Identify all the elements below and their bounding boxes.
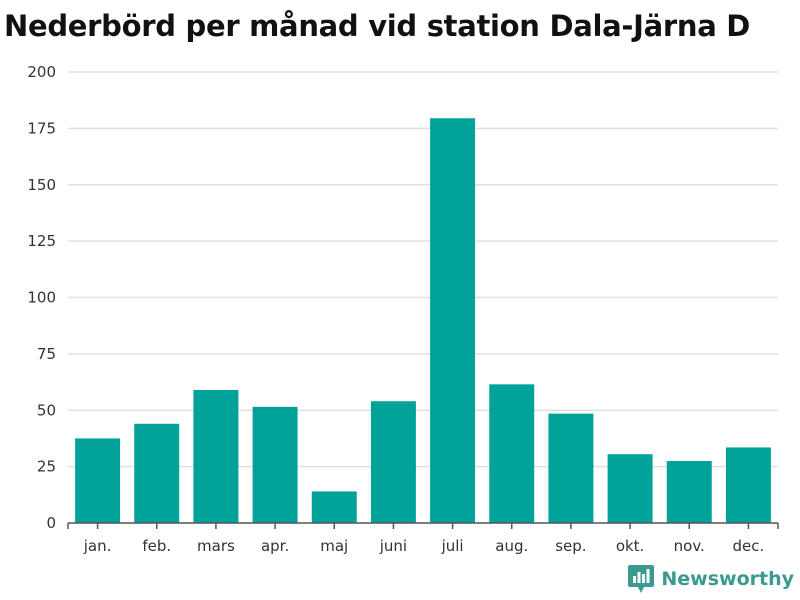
gridlines [68, 71, 778, 468]
x-axis [67, 522, 779, 529]
x-tick-label: feb. [142, 537, 171, 555]
y-tick-label: 125 [27, 232, 56, 250]
y-tick-label: 0 [46, 514, 56, 532]
x-tick-label: sep. [555, 537, 586, 555]
chart-title: Nederbörd per månad vid station Dala-Jär… [4, 9, 751, 43]
x-tick-label: jan. [83, 537, 112, 555]
y-tick-label: 100 [27, 289, 56, 307]
bar-juni [370, 401, 416, 523]
bar-dec [725, 447, 771, 523]
x-tick-label: aug. [495, 537, 528, 555]
bar-mars [193, 389, 239, 523]
y-tick-label: 50 [37, 401, 56, 419]
y-tick-label: 200 [27, 63, 56, 81]
newsworthy-logo-icon [628, 565, 655, 593]
x-axis-tick-labels: jan. feb. mars apr. maj juni juli aug. sep. okt. n… [83, 537, 765, 555]
x-tick-label: maj [320, 537, 348, 555]
y-tick-label: 75 [37, 345, 56, 363]
y-tick-label: 175 [27, 119, 56, 137]
bar-feb [134, 423, 180, 523]
x-tick-label: nov. [674, 537, 705, 555]
bars [75, 118, 771, 523]
bar-jan [75, 438, 121, 523]
bar-maj [311, 491, 357, 523]
x-tick-label: juli [441, 537, 464, 555]
y-tick-label: 150 [27, 176, 56, 194]
x-tick-label: apr. [261, 537, 289, 555]
x-tick-label: mars [197, 537, 235, 555]
x-tick-label: dec. [733, 537, 765, 555]
bar-sep [548, 413, 594, 523]
newsworthy-brand: Newsworthy [627, 564, 794, 594]
bar-aug [489, 384, 535, 523]
bar-okt [607, 454, 653, 523]
bar-apr [252, 406, 298, 523]
brand-name: Newsworthy [661, 568, 794, 590]
x-tick-label: okt. [616, 537, 645, 555]
y-tick-label: 25 [37, 458, 56, 476]
bar-juli [430, 118, 476, 523]
bar-nov [666, 460, 712, 523]
x-tick-label: juni [379, 537, 407, 555]
y-axis-tick-labels: 0 25 50 75 100 125 150 175 200 [27, 63, 56, 532]
